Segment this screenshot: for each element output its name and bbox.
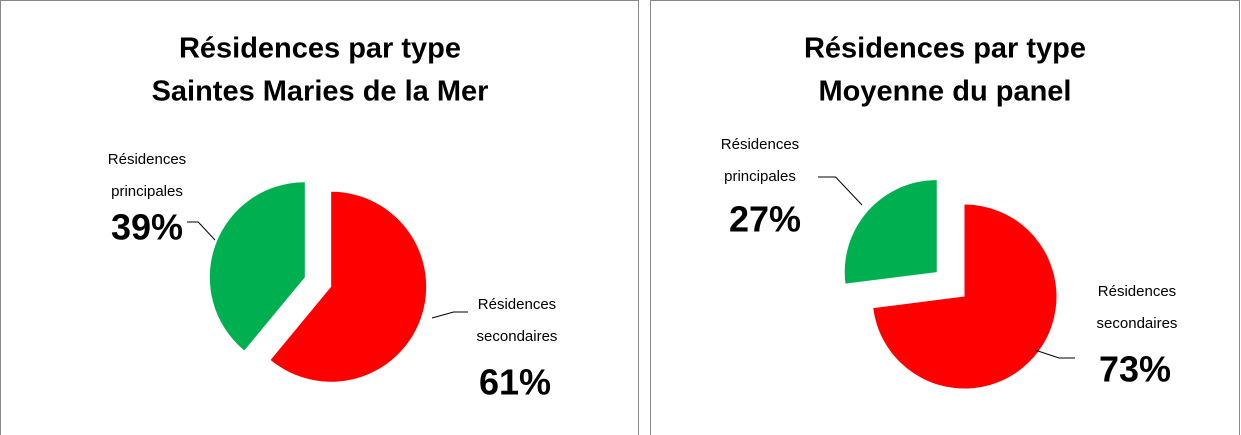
value-label: 39%	[111, 207, 183, 248]
category-label: Résidences principales	[721, 136, 799, 185]
pie-slice	[873, 204, 1057, 389]
leader-line	[187, 221, 216, 241]
value-label: 61%	[479, 362, 551, 403]
chart-title: Résidences par type	[804, 33, 1086, 65]
leader-line	[818, 176, 863, 206]
category-label: Résidences secondaires	[1097, 283, 1178, 332]
chart-title: Moyenne du panel	[819, 76, 1072, 108]
chart-title: Saintes Maries de la Mer	[152, 76, 489, 108]
value-label: 73%	[1099, 349, 1171, 390]
category-label: Résidences principales	[108, 151, 186, 200]
chart-title: Résidences par type	[179, 33, 461, 65]
value-label: 27%	[729, 199, 801, 240]
pie-slice	[209, 182, 305, 351]
pie-slice	[270, 191, 427, 382]
leader-line	[431, 311, 468, 319]
pie-slice	[844, 180, 937, 284]
leader-line	[1034, 349, 1075, 359]
category-label: Résidences secondaires	[477, 296, 558, 345]
